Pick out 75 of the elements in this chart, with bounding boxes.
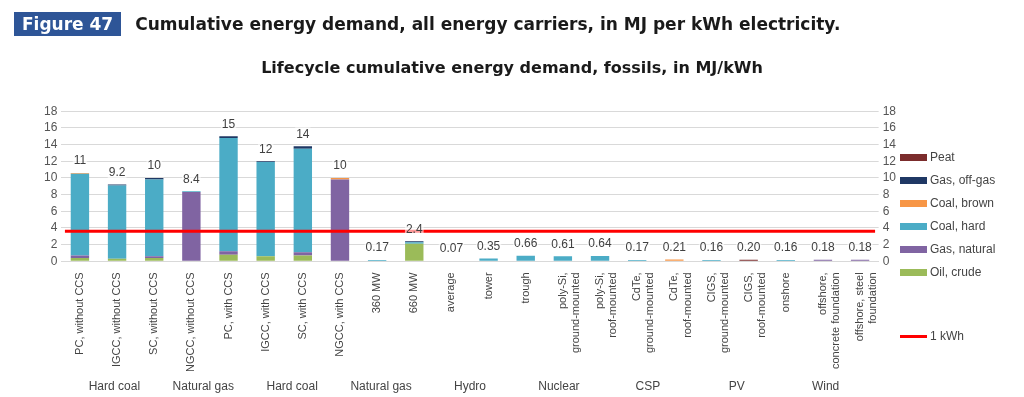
total-label: 10 [147, 158, 162, 173]
total-label: 0.66 [514, 236, 538, 251]
y-tick-label: 18 [43, 103, 58, 118]
x-tick-label: 660 MW [407, 271, 420, 314]
chart-title: Lifecycle cumulative energy demand, fossils, in MJ/kWh [260, 58, 764, 77]
total-label: 0.64 [588, 236, 613, 251]
text: Hard coal [88, 379, 141, 394]
caption: Figure 47 [14, 12, 122, 36]
y2-tick-label: 4 [882, 220, 890, 235]
y2-tick-label: 6 [882, 203, 890, 218]
total-label: 0.17 [365, 240, 390, 255]
x-tick-label: trough [518, 272, 531, 304]
legend-label: Gas, off-gas [930, 173, 996, 187]
text: Nuclear [538, 379, 580, 394]
text: Wind [811, 379, 840, 394]
total-label: 2.4 [405, 221, 423, 236]
y2-tick-label: 12 [882, 153, 897, 168]
y-tick-label: 4 [50, 220, 58, 235]
legend-label: Oil, crude [930, 265, 982, 279]
x-tick-label: average [444, 272, 457, 313]
x-tick-label: NGCC, without CCS [184, 272, 197, 373]
text: Hydro [453, 379, 487, 394]
total-label: 0.18 [848, 240, 873, 255]
total-label: 0.16 [774, 240, 798, 255]
y2-tick-label: 16 [882, 120, 897, 135]
text: PV [728, 379, 745, 394]
y2-tick-label: 0 [882, 253, 890, 268]
y2-tick-label: 2 [882, 236, 890, 251]
legend-label: 1 kWh [930, 329, 965, 343]
legend-label: Coal, hard [930, 219, 986, 233]
x-tick-label: PC, with CCS [221, 272, 234, 340]
text: Natural gas [172, 379, 234, 394]
x-tick-label: SC, with CCS [295, 272, 308, 340]
total-label: 11 [73, 153, 87, 168]
x-tick-label: IGCC, without CCS [110, 272, 123, 368]
total-label: 0.61 [551, 236, 575, 251]
text: CSP [635, 379, 661, 394]
y-tick-label: 8 [50, 186, 58, 201]
total-label: 0.16 [699, 240, 724, 255]
y-tick-label: 10 [43, 170, 58, 185]
total-label: 0.18 [811, 240, 835, 255]
x-tick-label: tower [481, 272, 494, 300]
total-label: 0.20 [736, 240, 761, 255]
y2-tick-label: 14 [882, 136, 897, 151]
text: Natural gas [350, 379, 412, 394]
x-tick-label: PC, without CCS [72, 272, 85, 355]
legend-label: Coal, brown [930, 196, 995, 210]
text: Cumulative energy demand, all energy carriers, in MJ per kWh electricity. [135, 14, 841, 34]
x-tick-label: SC, without CCS [147, 272, 160, 355]
total-label: 9.2 [108, 164, 126, 179]
total-label: 0.07 [439, 241, 464, 256]
y2-tick-label: 18 [882, 103, 897, 118]
total-label: 14 [296, 126, 310, 141]
y2-tick-label: 10 [882, 170, 897, 185]
total-label: 12 [258, 141, 273, 156]
text: Hard coal [266, 379, 318, 394]
y-tick-label: 6 [50, 203, 58, 218]
y-tick-label: 0 [50, 253, 58, 268]
legend-label: Gas, natural [930, 242, 996, 256]
legend-label: Peat [930, 150, 955, 164]
total-label: 15 [221, 116, 236, 131]
y2-tick-label: 8 [882, 186, 890, 201]
x-tick-label: 360 MW [370, 271, 383, 314]
y-tick-label: 12 [43, 153, 58, 168]
total-label: 10 [333, 158, 347, 173]
x-tick-label: NGCC, with CCS [333, 272, 346, 357]
total-label: 0.21 [662, 239, 687, 254]
y-tick-label: 16 [43, 120, 58, 135]
total-label: 0.35 [476, 238, 501, 253]
total-label: 8.4 [183, 171, 201, 186]
y-tick-label: 2 [50, 236, 58, 251]
total-label: 0.17 [625, 240, 650, 255]
x-tick-label: IGCC, with CCS [258, 272, 271, 352]
y-tick-label: 14 [43, 136, 58, 151]
x-tick-label: onshore [778, 272, 791, 313]
